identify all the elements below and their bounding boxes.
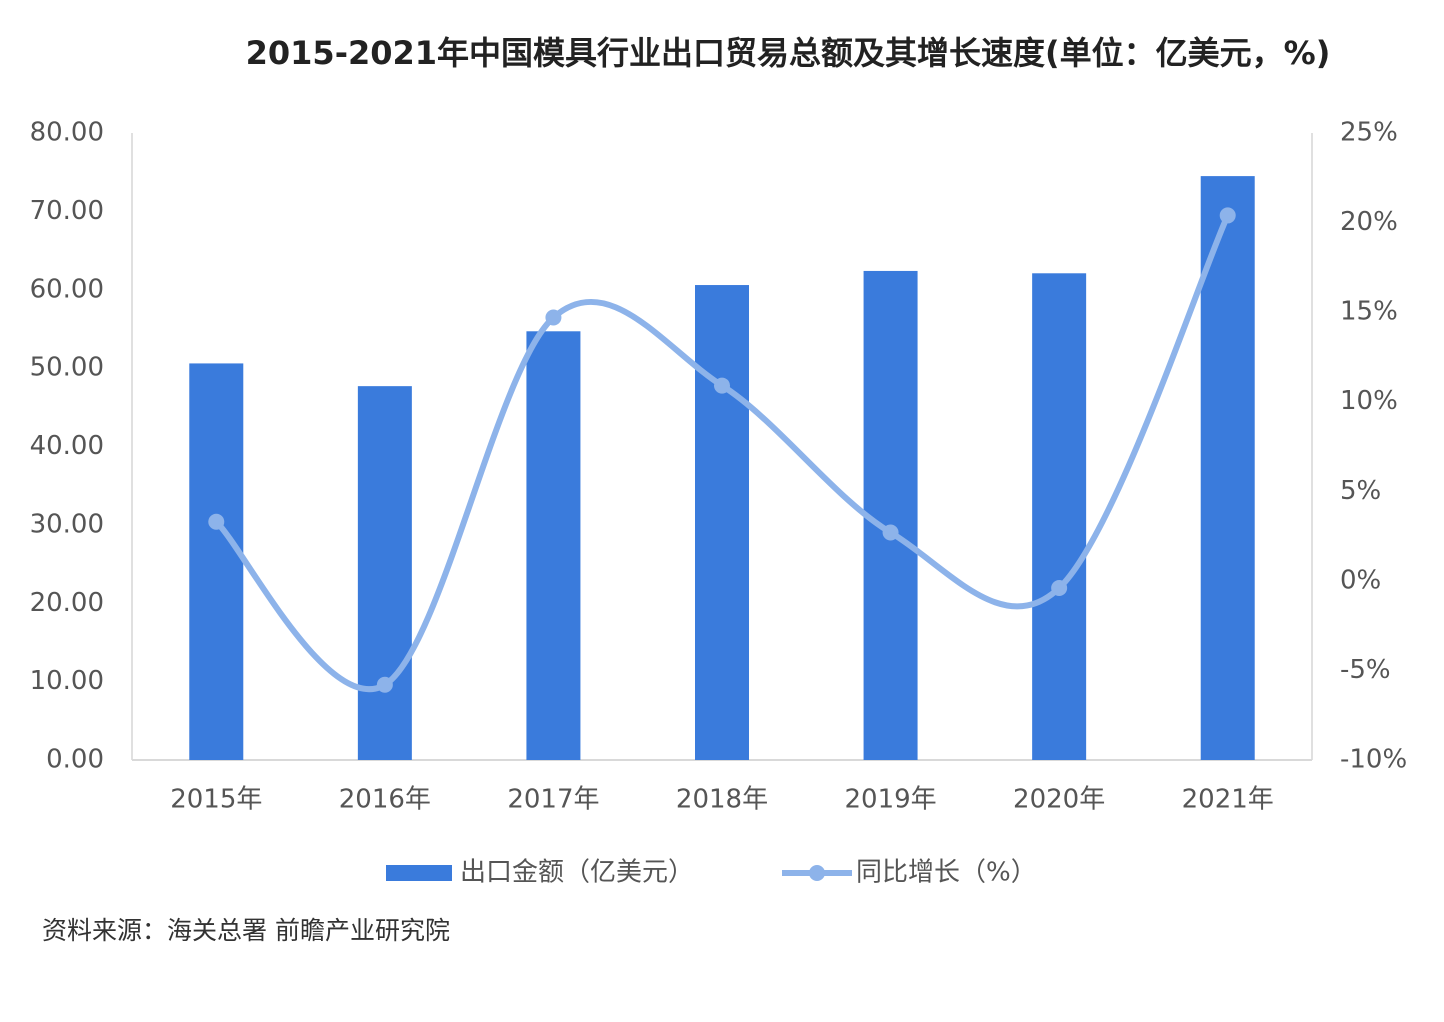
x-tick-label: 2020年 [1013,785,1105,815]
y2-tick-label: -5% [1340,655,1391,685]
x-tick-label: 2015年 [170,785,262,815]
line-marker [376,676,393,693]
y-tick-label: 0.00 [46,745,104,775]
legend-swatch [386,865,452,881]
bar [1032,273,1087,760]
line-marker [882,524,899,541]
y-tick-label: 20.00 [30,588,104,618]
x-tick-label: 2021年 [1182,785,1274,815]
legend-label: 出口金额（亿美元） [460,858,694,888]
line-marker [1219,207,1236,224]
y2-tick-label: 10% [1340,386,1398,416]
source-note: 资料来源：海关总署 前瞻产业研究院 [42,916,450,945]
x-tick-label: 2018年 [676,785,768,815]
chart-title: 2015-2021年中国模具行业出口贸易总额及其增长速度(单位：亿美元，%) [246,34,1331,72]
bar [1200,176,1255,760]
y-tick-label: 30.00 [30,509,104,539]
x-tick-label: 2019年 [844,785,936,815]
y2-tick-label: 0% [1340,565,1381,595]
y-tick-label: 80.00 [30,118,104,148]
y-tick-label: 50.00 [30,353,104,383]
line-marker [208,513,225,530]
y-tick-label: 70.00 [30,196,104,226]
y-tick-label: 60.00 [30,274,104,304]
y2-tick-label: -10% [1340,745,1407,775]
x-tick-label: 2016年 [339,785,431,815]
y2-tick-label: 20% [1340,207,1398,237]
bar [526,331,581,760]
bar [357,386,412,760]
x-tick-label: 2017年 [507,785,599,815]
bar [189,363,244,760]
line-marker [714,377,730,394]
y-tick-label: 40.00 [30,431,104,461]
legend-swatch [809,865,825,881]
line-marker [545,309,562,326]
y2-tick-label: 15% [1340,297,1398,327]
line-marker [1051,580,1068,597]
y2-tick-label: 25% [1340,118,1398,148]
legend-label: 同比增长（%） [856,858,1037,888]
bar [695,285,749,760]
y-tick-label: 10.00 [30,666,104,696]
y2-tick-label: 5% [1340,476,1381,506]
bar [863,270,918,760]
